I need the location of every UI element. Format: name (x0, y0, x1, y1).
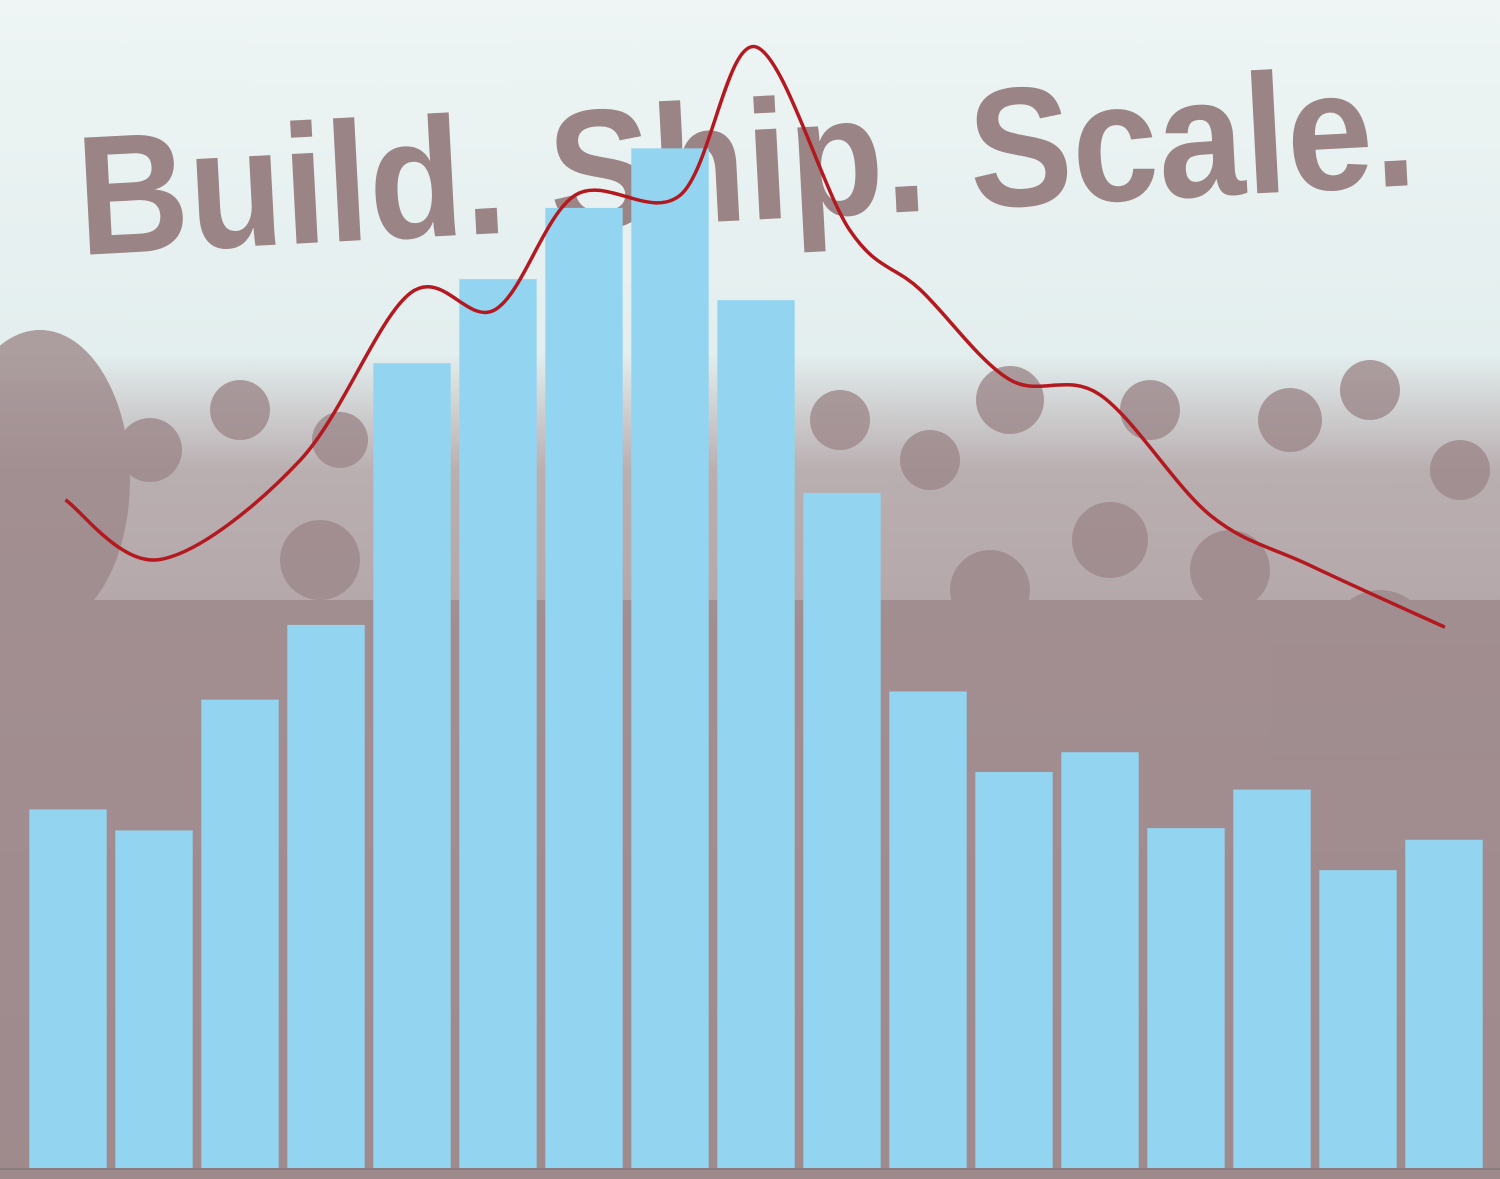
bar (889, 691, 967, 1168)
bar (373, 363, 451, 1168)
line (64, 44, 1446, 629)
bar (1319, 870, 1397, 1168)
bar (1147, 828, 1225, 1168)
bar (459, 279, 537, 1169)
bar (1233, 789, 1311, 1168)
bar (29, 809, 107, 1168)
bar (115, 830, 193, 1168)
bar (1061, 752, 1139, 1168)
bar (803, 492, 881, 1168)
bar (201, 699, 279, 1168)
bar (287, 624, 365, 1168)
bar (1405, 839, 1483, 1168)
bar (975, 772, 1053, 1168)
bar (631, 148, 709, 1168)
bar (717, 300, 795, 1168)
bar (545, 207, 623, 1169)
